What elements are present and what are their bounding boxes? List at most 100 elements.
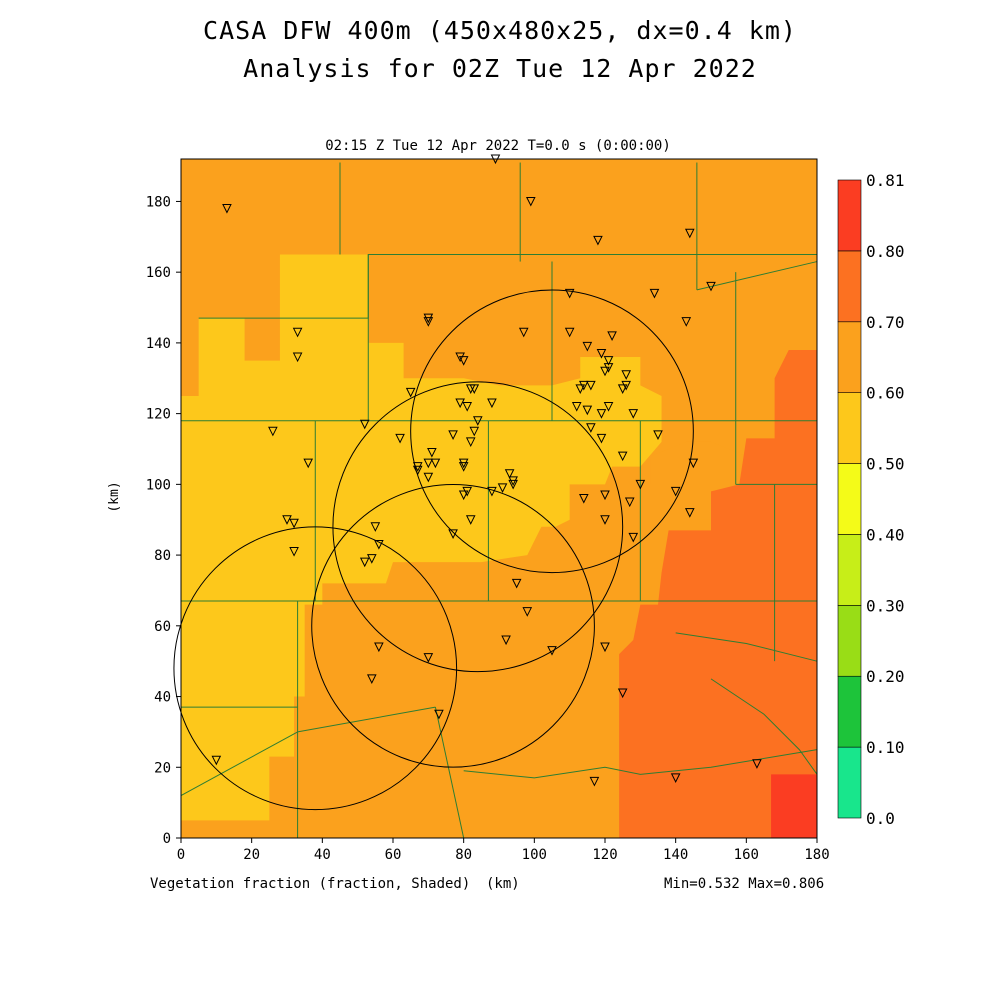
station-marker [518,327,529,338]
x-tick-label: 80 [455,847,472,863]
station-marker [487,398,497,409]
range-ring-0 [332,381,624,673]
station-marker [582,405,593,416]
station-marker [586,380,596,391]
station-marker [423,653,434,663]
county-line-21 [434,707,465,839]
station-marker [222,204,232,214]
station-marker [564,327,575,338]
x-axis-label: (km) [486,876,520,892]
station-marker [706,281,716,292]
station-marker [448,529,458,539]
x-tick-label: 140 [663,847,688,863]
colorbar-swatch [837,746,862,819]
station-marker [593,235,603,246]
station-marker [684,508,695,518]
colorbar-label: 0.10 [866,738,905,757]
x-tick-label: 120 [592,847,617,863]
x-tick-label: 160 [734,847,759,863]
station-marker [603,402,614,412]
station-marker [458,356,469,366]
colorbar-swatch [837,605,862,677]
colorbar: 0.0 0.10 0.20 0.30 0.40 0.50 0.60 0.70 0.80 0.81 [837,171,905,828]
station-marker [268,426,278,437]
station-marker [359,557,370,568]
county-line-23 [675,632,818,662]
station-marker [423,472,434,483]
station-marker [571,402,582,412]
station-marker [359,419,370,430]
min-max-readout: Min=0.532 Max=0.806 [664,876,825,892]
colorbar-swatch [837,321,862,393]
colorbar-label: 0.80 [866,242,905,261]
county-line-8 [696,261,818,291]
county-line-22 [463,749,818,779]
x-tick-label: 60 [385,847,402,863]
x-tick-label: 180 [804,847,829,863]
county-line-24 [710,678,818,775]
heatmap-region-3 [771,774,817,838]
colorbar-label: 0.30 [866,596,905,615]
station-marker [575,384,586,394]
station-marker [617,384,628,394]
station-marker [547,646,557,656]
station-marker [370,522,381,532]
station-marker [497,483,508,494]
station-marker [681,317,692,327]
station-marker [621,370,632,380]
station-markers [211,154,762,787]
range-ring-3 [311,483,595,768]
y-axis-label: (km) [107,481,122,512]
station-marker [366,674,377,684]
station-marker [688,458,699,469]
y-tick-label: 80 [154,548,171,564]
station-marker [292,327,303,338]
colorbar-swatch [837,179,862,252]
station-marker [624,497,635,508]
colorbar-label: 0.20 [866,667,905,686]
station-marker [508,479,518,490]
station-marker [653,430,663,440]
station-marker [427,448,437,458]
station-marker [617,688,628,699]
station-marker [405,387,416,398]
station-marker [487,486,497,497]
station-marker [469,384,480,394]
station-marker [670,773,681,783]
chart-title: CASA DFW 400m (450x480x25, dx=0.4 km) [203,16,797,45]
station-marker [600,366,610,377]
county-boundaries [180,162,818,839]
station-marker [564,288,575,299]
station-marker [649,288,660,299]
colorbar-label: 0.40 [866,525,905,544]
station-marker [511,578,522,589]
station-marker [289,518,299,529]
y-tick-label: 40 [154,690,171,706]
station-marker [607,331,617,341]
station-marker [374,539,384,550]
station-marker [582,341,593,352]
station-marker [289,547,299,557]
colorbar-label: 0.60 [866,384,905,403]
station-marker [292,352,303,363]
x-tick-label: 20 [243,847,260,863]
plot-header: 02:15 Z Tue 12 Apr 2022 T=0.0 s (0:00:00… [325,138,671,154]
station-marker [684,228,695,239]
station-marker [501,635,511,646]
county-line-19 [180,731,298,797]
y-tick-label: 140 [146,336,171,352]
colorbar-label: 0.70 [866,313,905,332]
station-marker [600,490,610,501]
colorbar-swatch [837,463,862,535]
station-marker [430,458,441,469]
station-marker [462,402,473,412]
station-marker [434,709,444,720]
heatmap-region-2 [619,349,817,838]
chart-subtitle: Analysis for 02Z Tue 12 Apr 2022 [243,54,757,83]
station-marker [282,515,292,525]
y-tick-label: 120 [146,407,171,423]
range-ring-2 [173,526,458,811]
station-marker [374,642,384,653]
station-marker [412,465,423,476]
